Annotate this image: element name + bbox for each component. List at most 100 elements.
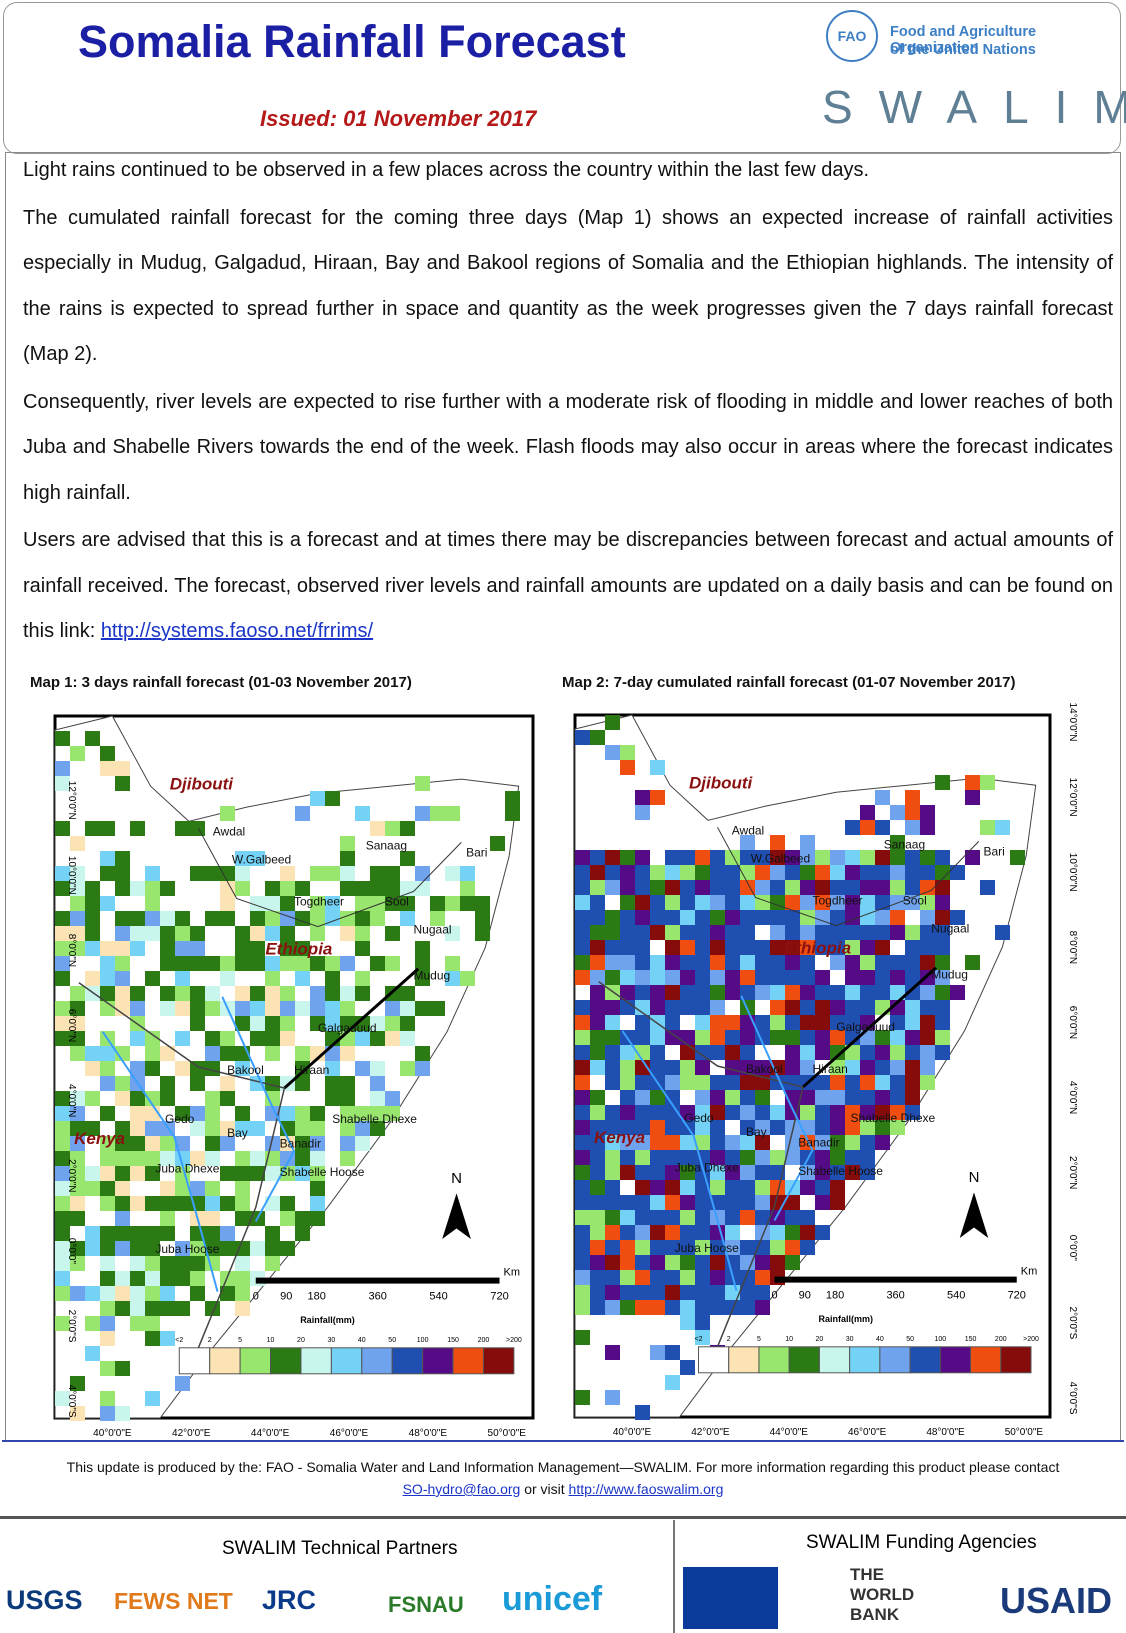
rain-cell xyxy=(115,1406,130,1421)
rain-cell xyxy=(620,940,635,955)
rain-cell xyxy=(340,866,355,881)
rain-cell xyxy=(710,1120,725,1135)
legend-swatch xyxy=(728,1346,760,1374)
rain-cell xyxy=(995,925,1010,940)
region-label: Gedo xyxy=(684,1111,714,1125)
rain-cell xyxy=(575,910,590,925)
rain-cell xyxy=(665,1135,680,1150)
rain-cell xyxy=(205,986,220,1001)
rain-cell xyxy=(70,911,85,926)
rain-cell xyxy=(665,1000,680,1015)
rain-cell xyxy=(680,865,695,880)
rain-cell xyxy=(950,985,965,1000)
river xyxy=(221,996,296,1222)
rain-cell xyxy=(860,1105,875,1120)
border xyxy=(717,827,980,927)
rain-cell xyxy=(190,986,205,1001)
rain-cell xyxy=(710,910,725,925)
url[interactable]: http://www.faoswalim.org xyxy=(568,1481,724,1497)
region-label: Nugaal xyxy=(414,923,452,937)
rain-cell xyxy=(635,955,650,970)
rain-cell xyxy=(310,1151,325,1166)
rain-cell xyxy=(710,1075,725,1090)
rain-cell xyxy=(665,865,680,880)
rain-cell xyxy=(100,896,115,911)
rain-cell xyxy=(575,850,590,865)
rain-cell xyxy=(770,1000,785,1015)
rain-cell xyxy=(605,1345,620,1360)
lon-label: 44°0'0"E xyxy=(770,1427,809,1438)
rain-cell xyxy=(905,1045,920,1060)
rain-cell xyxy=(310,791,325,806)
rain-cell xyxy=(175,1001,190,1016)
rain-cell xyxy=(920,1075,935,1090)
rain-cell xyxy=(860,850,875,865)
rain-cell xyxy=(650,1225,665,1240)
rain-cell xyxy=(830,955,845,970)
region-label: Juba Dhexe xyxy=(155,1161,219,1175)
logo: THE WORLD BANK xyxy=(850,1565,915,1624)
logo: JRC xyxy=(262,1585,317,1615)
rain-cell xyxy=(875,955,890,970)
rain-cell xyxy=(665,1195,680,1210)
logo: unicef xyxy=(502,1580,603,1618)
rain-cell xyxy=(400,851,415,866)
river xyxy=(740,995,814,1221)
email[interactable]: SO-hydro@fao.org xyxy=(402,1481,521,1497)
rain-cell xyxy=(830,910,845,925)
rain-cell xyxy=(325,791,340,806)
rain-cell xyxy=(635,850,650,865)
lat-label: 8°0'0"N xyxy=(66,934,77,967)
region-label: Shabelle Hoose xyxy=(798,1164,883,1178)
body-text: Light rains continued to be observed in … xyxy=(23,148,1113,657)
rain-cell xyxy=(280,881,295,896)
rain-cell xyxy=(355,986,370,1001)
rain-cell xyxy=(770,970,785,985)
lat-label: 4°0'0"S xyxy=(1067,1382,1078,1415)
rain-cell xyxy=(830,880,845,895)
rain-cell xyxy=(785,1060,800,1075)
rain-cell xyxy=(725,865,740,880)
rain-cell xyxy=(130,1061,145,1076)
rain-cell xyxy=(340,1106,355,1121)
rain-cell xyxy=(575,1300,590,1315)
rain-cell xyxy=(725,970,740,985)
region-label: Shabelle Hoose xyxy=(280,1165,365,1179)
rain-cell xyxy=(250,1121,265,1136)
rain-cell xyxy=(175,1271,190,1286)
rain-cell xyxy=(265,1196,280,1211)
lat-label: 0°0'0" xyxy=(1067,1235,1078,1262)
rain-cell xyxy=(590,1180,605,1195)
rain-cell xyxy=(575,1180,590,1195)
rain-cell xyxy=(695,1030,710,1045)
rain-cell xyxy=(100,1061,115,1076)
rain-cell xyxy=(830,940,845,955)
lon-label: 40°0'0"E xyxy=(93,1428,132,1439)
rain-cell xyxy=(280,1016,295,1031)
rain-cell xyxy=(115,1076,130,1091)
rain-cell xyxy=(575,1285,590,1300)
rain-cell xyxy=(145,1256,160,1271)
rain-cell xyxy=(695,895,710,910)
region-label: Mudug xyxy=(414,968,451,982)
river xyxy=(101,1031,219,1292)
rain-cell xyxy=(650,880,665,895)
rain-cell xyxy=(695,1120,710,1135)
rain-cell xyxy=(710,1300,725,1315)
rain-cell xyxy=(415,956,430,971)
rain-cell xyxy=(130,1151,145,1166)
rain-cell xyxy=(695,940,710,955)
rain-cell xyxy=(935,970,950,985)
rain-cell xyxy=(755,1105,770,1120)
rain-cell xyxy=(620,865,635,880)
link[interactable]: http://systems.faoso.net/frrims/ xyxy=(100,620,374,642)
scale-label: 720 xyxy=(1008,1290,1026,1302)
rain-cell xyxy=(70,1166,85,1181)
rain-cell xyxy=(400,821,415,836)
rain-cell xyxy=(590,1300,605,1315)
rain-cell xyxy=(800,925,815,940)
rain-cell xyxy=(785,1240,800,1255)
rain-cell xyxy=(725,1015,740,1030)
rain-cell xyxy=(115,926,130,941)
rain-cell xyxy=(635,1165,650,1180)
